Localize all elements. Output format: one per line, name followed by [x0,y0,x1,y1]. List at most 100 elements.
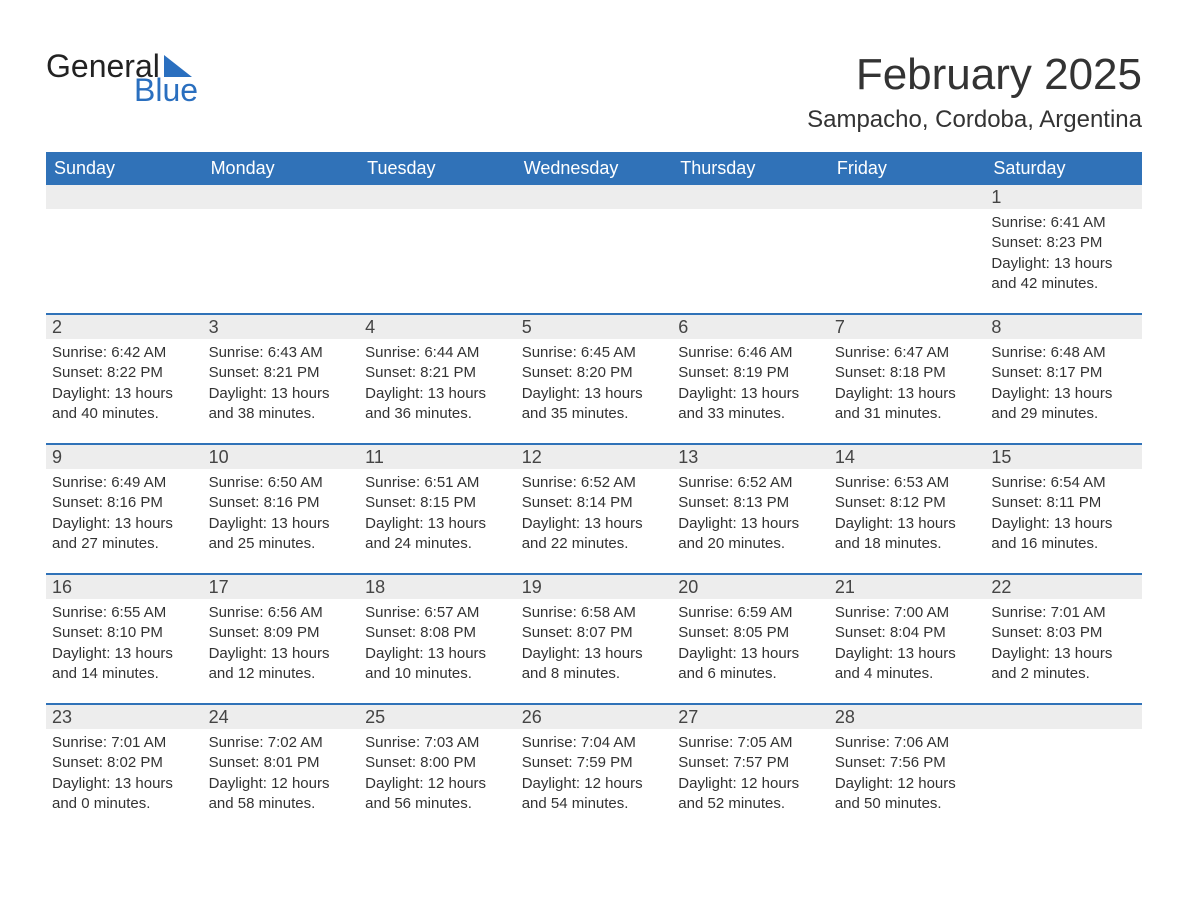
week-row: 2Sunrise: 6:42 AMSunset: 8:22 PMDaylight… [46,313,1142,443]
day-name: Sunday [46,152,203,185]
sunrise-line: Sunrise: 7:06 AM [835,733,980,753]
sunrise-line: Sunrise: 7:01 AM [991,603,1136,623]
day-cell: 8Sunrise: 6:48 AMSunset: 8:17 PMDaylight… [985,315,1142,443]
sunset-line: Sunset: 8:09 PM [209,623,354,643]
day-number: 25 [359,705,516,729]
daylight-line: Daylight: 12 hours and 52 minutes. [678,774,823,815]
day-details: Sunrise: 7:05 AMSunset: 7:57 PMDaylight:… [672,729,829,824]
sunrise-line: Sunrise: 6:52 AM [678,473,823,493]
sunrise-line: Sunrise: 7:03 AM [365,733,510,753]
daylight-line: Daylight: 13 hours and 42 minutes. [991,254,1136,295]
day-details: Sunrise: 7:03 AMSunset: 8:00 PMDaylight:… [359,729,516,824]
sunrise-line: Sunrise: 6:44 AM [365,343,510,363]
week-row: 16Sunrise: 6:55 AMSunset: 8:10 PMDayligh… [46,573,1142,703]
day-number: 2 [46,315,203,339]
day-details: Sunrise: 6:48 AMSunset: 8:17 PMDaylight:… [985,339,1142,434]
day-number: 7 [829,315,986,339]
day-details: Sunrise: 6:52 AMSunset: 8:14 PMDaylight:… [516,469,673,564]
day-number: 28 [829,705,986,729]
day-number: 24 [203,705,360,729]
day-number: 11 [359,445,516,469]
sunset-line: Sunset: 8:19 PM [678,363,823,383]
daylight-line: Daylight: 12 hours and 58 minutes. [209,774,354,815]
day-details: Sunrise: 6:52 AMSunset: 8:13 PMDaylight:… [672,469,829,564]
day-details: Sunrise: 6:41 AMSunset: 8:23 PMDaylight:… [985,209,1142,304]
daylight-line: Daylight: 13 hours and 31 minutes. [835,384,980,425]
day-number: 13 [672,445,829,469]
day-name: Monday [203,152,360,185]
day-number [359,185,516,209]
day-details: Sunrise: 6:51 AMSunset: 8:15 PMDaylight:… [359,469,516,564]
sunrise-line: Sunrise: 6:58 AM [522,603,667,623]
day-cell: 15Sunrise: 6:54 AMSunset: 8:11 PMDayligh… [985,445,1142,573]
daylight-line: Daylight: 13 hours and 4 minutes. [835,644,980,685]
daylight-line: Daylight: 12 hours and 54 minutes. [522,774,667,815]
week-row: 9Sunrise: 6:49 AMSunset: 8:16 PMDaylight… [46,443,1142,573]
day-cell: 25Sunrise: 7:03 AMSunset: 8:00 PMDayligh… [359,705,516,833]
day-cell: 7 Sunrise: 6:47 AMSunset: 8:18 PMDaylight… [829,315,986,443]
day-number [46,185,203,209]
day-details: Sunrise: 7:00 AMSunset: 8:04 PMDaylight:… [829,599,986,694]
empty-cell [203,185,360,313]
day-cell: 26Sunrise: 7:04 AMSunset: 7:59 PMDayligh… [516,705,673,833]
day-number: 26 [516,705,673,729]
daylight-line: Daylight: 13 hours and 27 minutes. [52,514,197,555]
daylight-line: Daylight: 13 hours and 33 minutes. [678,384,823,425]
sunset-line: Sunset: 8:02 PM [52,753,197,773]
sunrise-line: Sunrise: 6:54 AM [991,473,1136,493]
day-cell: 17Sunrise: 6:56 AMSunset: 8:09 PMDayligh… [203,575,360,703]
day-details: Sunrise: 6:42 AMSunset: 8:22 PMDaylight:… [46,339,203,434]
day-details: Sunrise: 6:56 AMSunset: 8:09 PMDaylight:… [203,599,360,694]
sunrise-line: Sunrise: 7:01 AM [52,733,197,753]
day-number: 3 [203,315,360,339]
day-details: Sunrise: 7:04 AMSunset: 7:59 PMDaylight:… [516,729,673,824]
sunset-line: Sunset: 8:07 PM [522,623,667,643]
sunset-line: Sunset: 8:15 PM [365,493,510,513]
sunset-line: Sunset: 8:05 PM [678,623,823,643]
empty-cell [516,185,673,313]
sunset-line: Sunset: 8:17 PM [991,363,1136,383]
day-details: Sunrise: 6:45 AMSunset: 8:20 PMDaylight:… [516,339,673,434]
daylight-line: Daylight: 13 hours and 35 minutes. [522,384,667,425]
sunset-line: Sunset: 8:13 PM [678,493,823,513]
day-details: Sunrise: 7:02 AMSunset: 8:01 PMDaylight:… [203,729,360,824]
sunrise-line: Sunrise: 6:55 AM [52,603,197,623]
day-cell: 19Sunrise: 6:58 AMSunset: 8:07 PMDayligh… [516,575,673,703]
day-number: 14 [829,445,986,469]
day-details: Sunrise: 6:53 AMSunset: 8:12 PMDaylight:… [829,469,986,564]
sunset-line: Sunset: 8:11 PM [991,493,1136,513]
sunset-line: Sunset: 8:10 PM [52,623,197,643]
week-row: 1Sunrise: 6:41 AMSunset: 8:23 PMDaylight… [46,185,1142,313]
day-details: Sunrise: 6:54 AMSunset: 8:11 PMDaylight:… [985,469,1142,564]
day-cell: 4 Sunrise: 6:44 AMSunset: 8:21 PMDaylight… [359,315,516,443]
sunrise-line: Sunrise: 7:04 AM [522,733,667,753]
sunrise-line: Sunrise: 6:41 AM [991,213,1136,233]
daylight-line: Daylight: 13 hours and 29 minutes. [991,384,1136,425]
sunset-line: Sunset: 8:21 PM [365,363,510,383]
sunset-line: Sunset: 8:18 PM [835,363,980,383]
month-title: February 2025 [807,50,1142,100]
day-names-row: SundayMondayTuesdayWednesdayThursdayFrid… [46,152,1142,185]
daylight-line: Daylight: 13 hours and 36 minutes. [365,384,510,425]
day-number: 15 [985,445,1142,469]
daylight-line: Daylight: 13 hours and 16 minutes. [991,514,1136,555]
sunset-line: Sunset: 8:22 PM [52,363,197,383]
day-cell: 28Sunrise: 7:06 AMSunset: 7:56 PMDayligh… [829,705,986,833]
day-cell: 9Sunrise: 6:49 AMSunset: 8:16 PMDaylight… [46,445,203,573]
sunrise-line: Sunrise: 6:46 AM [678,343,823,363]
sunrise-line: Sunrise: 6:51 AM [365,473,510,493]
daylight-line: Daylight: 13 hours and 8 minutes. [522,644,667,685]
sunrise-line: Sunrise: 6:47 AM [835,343,980,363]
location-subtitle: Sampacho, Cordoba, Argentina [807,106,1142,134]
title-block: February 2025 Sampacho, Cordoba, Argenti… [807,50,1142,134]
daylight-line: Daylight: 13 hours and 38 minutes. [209,384,354,425]
day-cell: 14Sunrise: 6:53 AMSunset: 8:12 PMDayligh… [829,445,986,573]
sunset-line: Sunset: 8:08 PM [365,623,510,643]
daylight-line: Daylight: 13 hours and 20 minutes. [678,514,823,555]
day-cell: 5Sunrise: 6:45 AMSunset: 8:20 PMDaylight… [516,315,673,443]
day-number: 4 [359,315,516,339]
day-cell: 27Sunrise: 7:05 AMSunset: 7:57 PMDayligh… [672,705,829,833]
daylight-line: Daylight: 13 hours and 14 minutes. [52,644,197,685]
day-cell: 3Sunrise: 6:43 AMSunset: 8:21 PMDaylight… [203,315,360,443]
day-number: 18 [359,575,516,599]
